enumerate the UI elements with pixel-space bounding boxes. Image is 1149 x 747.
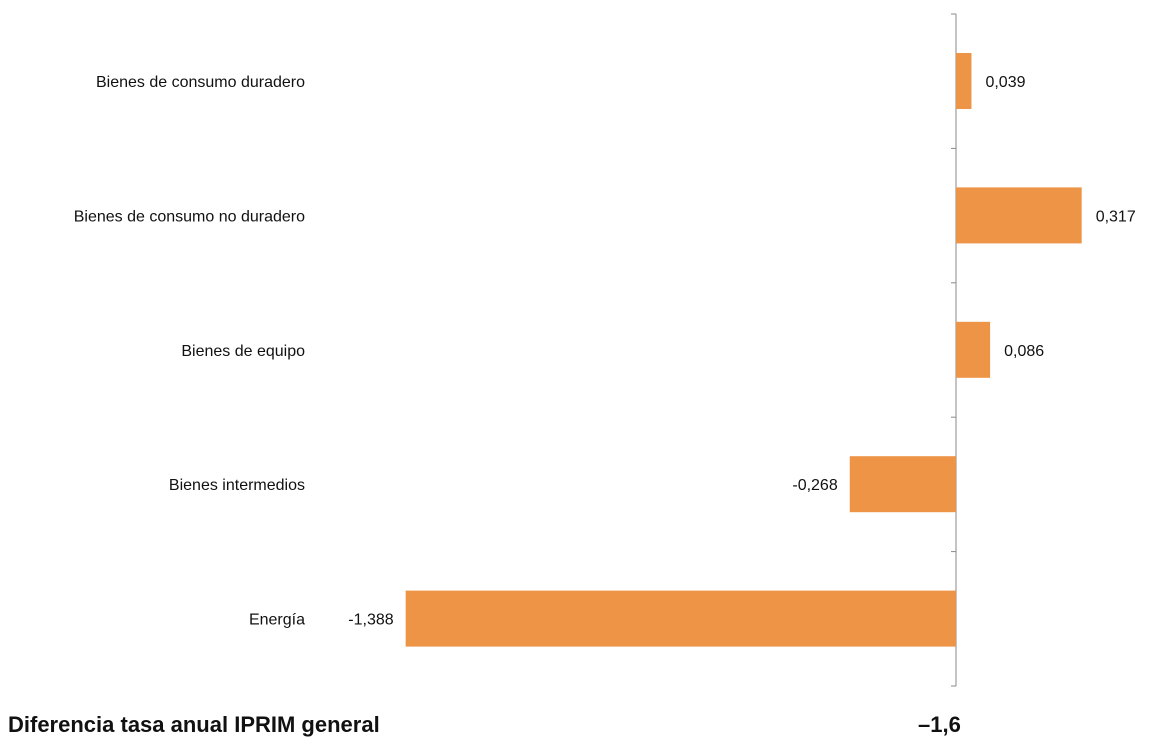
- bar-5: [405, 590, 957, 647]
- value-label: -0,268: [792, 477, 837, 494]
- value-label: 0,039: [985, 74, 1025, 91]
- category-label: Bienes de consumo duradero: [96, 74, 305, 91]
- value-label: 0,317: [1096, 208, 1136, 225]
- category-label: Bienes intermedios: [169, 477, 305, 494]
- footer-label: Diferencia tasa anual IPRIM general: [8, 712, 380, 737]
- footer-value: –1,6: [918, 712, 961, 737]
- category-label: Energía: [249, 612, 305, 629]
- bar-3: [956, 321, 991, 378]
- bar-4: [849, 456, 956, 513]
- category-label: Bienes de equipo: [181, 343, 305, 360]
- bar-1: [956, 53, 972, 109]
- category-label: Bienes de consumo no duradero: [74, 208, 305, 225]
- value-label: 0,086: [1004, 343, 1044, 360]
- bar-2: [956, 187, 1082, 244]
- value-label: -1,388: [348, 612, 393, 629]
